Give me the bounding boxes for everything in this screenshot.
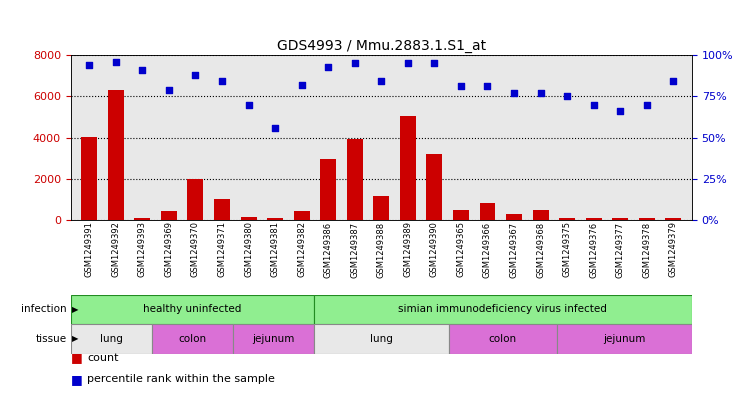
- Bar: [506, 214, 522, 220]
- Bar: [639, 218, 655, 220]
- Bar: [533, 210, 548, 220]
- Bar: [240, 217, 257, 220]
- Bar: [294, 211, 310, 220]
- Point: [295, 82, 307, 88]
- Text: ▶: ▶: [72, 305, 79, 314]
- Point: [322, 63, 334, 70]
- Bar: [400, 116, 416, 220]
- Text: ■: ■: [71, 351, 83, 364]
- Bar: [108, 90, 124, 220]
- Bar: [426, 154, 443, 220]
- Text: healthy uninfected: healthy uninfected: [143, 305, 241, 314]
- Point: [455, 83, 467, 90]
- Text: colon: colon: [178, 334, 206, 344]
- Bar: [373, 196, 389, 220]
- Bar: [187, 179, 203, 220]
- Point: [641, 101, 652, 108]
- Point: [667, 78, 679, 84]
- Text: lung: lung: [100, 334, 123, 344]
- Text: ▶: ▶: [72, 334, 79, 343]
- Bar: [347, 139, 363, 220]
- Point: [615, 108, 626, 114]
- Point: [535, 90, 547, 96]
- Point: [136, 67, 148, 73]
- Bar: [314, 295, 692, 324]
- Point: [402, 60, 414, 66]
- Point: [508, 90, 520, 96]
- Bar: [480, 203, 496, 220]
- Text: lung: lung: [370, 334, 393, 344]
- Point: [243, 101, 254, 108]
- Bar: [81, 136, 97, 220]
- Point: [216, 78, 228, 84]
- Text: simian immunodeficiency virus infected: simian immunodeficiency virus infected: [398, 305, 607, 314]
- Bar: [586, 218, 602, 220]
- Point: [83, 62, 95, 68]
- Bar: [557, 324, 692, 354]
- Bar: [152, 324, 233, 354]
- Bar: [71, 295, 314, 324]
- Point: [561, 93, 573, 99]
- Bar: [665, 218, 682, 220]
- Bar: [233, 324, 314, 354]
- Point: [110, 59, 122, 65]
- Text: tissue: tissue: [36, 334, 67, 344]
- Bar: [267, 218, 283, 220]
- Title: GDS4993 / Mmu.2883.1.S1_at: GDS4993 / Mmu.2883.1.S1_at: [277, 39, 486, 53]
- Bar: [559, 218, 575, 220]
- Point: [190, 72, 202, 78]
- Point: [481, 83, 493, 90]
- Bar: [161, 211, 177, 220]
- Bar: [449, 324, 557, 354]
- Text: colon: colon: [489, 334, 517, 344]
- Bar: [71, 324, 152, 354]
- Text: ■: ■: [71, 373, 83, 386]
- Bar: [214, 199, 230, 220]
- Bar: [135, 218, 150, 220]
- Text: jejunum: jejunum: [252, 334, 295, 344]
- Point: [349, 60, 361, 66]
- Point: [269, 125, 281, 131]
- Text: infection: infection: [22, 305, 67, 314]
- Bar: [453, 210, 469, 220]
- Text: count: count: [87, 353, 118, 363]
- Bar: [612, 218, 628, 220]
- Point: [429, 60, 440, 66]
- Text: percentile rank within the sample: percentile rank within the sample: [87, 374, 275, 384]
- Bar: [320, 159, 336, 220]
- Point: [588, 101, 600, 108]
- Bar: [314, 324, 449, 354]
- Text: jejunum: jejunum: [603, 334, 646, 344]
- Point: [376, 78, 388, 84]
- Point: [163, 86, 175, 93]
